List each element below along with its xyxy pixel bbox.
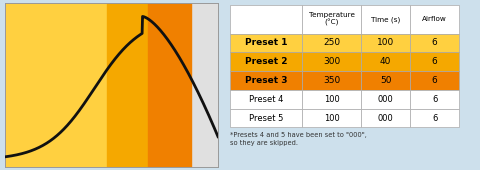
- Text: 6: 6: [432, 57, 438, 66]
- Text: 50: 50: [380, 76, 391, 85]
- Bar: [302, 5, 361, 34]
- Text: 100: 100: [377, 38, 394, 47]
- Text: 40: 40: [380, 57, 391, 66]
- Bar: [361, 90, 410, 109]
- Text: Preset 3: Preset 3: [245, 76, 287, 85]
- Bar: [361, 52, 410, 71]
- Bar: [302, 71, 361, 90]
- Text: *Presets 4 and 5 have been set to "000",
so they are skipped.: *Presets 4 and 5 have been set to "000",…: [230, 132, 366, 146]
- Text: Preset 4: Preset 4: [249, 95, 283, 104]
- Bar: [230, 109, 302, 128]
- Text: 6: 6: [432, 76, 438, 85]
- Bar: [230, 52, 302, 71]
- Text: Preset 1: Preset 1: [245, 38, 287, 47]
- Bar: [148, 3, 191, 167]
- Bar: [410, 90, 459, 109]
- Text: 6: 6: [432, 38, 438, 47]
- Bar: [107, 3, 148, 167]
- Bar: [410, 34, 459, 52]
- Bar: [230, 71, 302, 90]
- Text: Preset 5: Preset 5: [249, 114, 283, 123]
- Text: 350: 350: [323, 76, 340, 85]
- Bar: [410, 5, 459, 34]
- Bar: [361, 109, 410, 128]
- Text: Preset 2: Preset 2: [245, 57, 287, 66]
- Text: Time (s): Time (s): [371, 16, 400, 23]
- Text: 6: 6: [432, 114, 437, 123]
- Text: 000: 000: [378, 114, 394, 123]
- Bar: [302, 109, 361, 128]
- Bar: [361, 71, 410, 90]
- Bar: [5, 3, 107, 167]
- Bar: [410, 71, 459, 90]
- Text: 300: 300: [323, 57, 340, 66]
- Text: 100: 100: [324, 95, 339, 104]
- Bar: [230, 34, 302, 52]
- Text: 100: 100: [324, 114, 339, 123]
- Bar: [302, 90, 361, 109]
- Text: Temperature
(°C): Temperature (°C): [309, 12, 355, 27]
- Bar: [230, 90, 302, 109]
- Bar: [410, 109, 459, 128]
- Text: 250: 250: [323, 38, 340, 47]
- Bar: [302, 52, 361, 71]
- Text: 6: 6: [432, 95, 437, 104]
- Bar: [302, 34, 361, 52]
- Bar: [361, 34, 410, 52]
- Text: 000: 000: [378, 95, 394, 104]
- Text: Airflow: Airflow: [422, 16, 447, 22]
- Bar: [230, 5, 302, 34]
- Bar: [361, 5, 410, 34]
- Bar: [410, 52, 459, 71]
